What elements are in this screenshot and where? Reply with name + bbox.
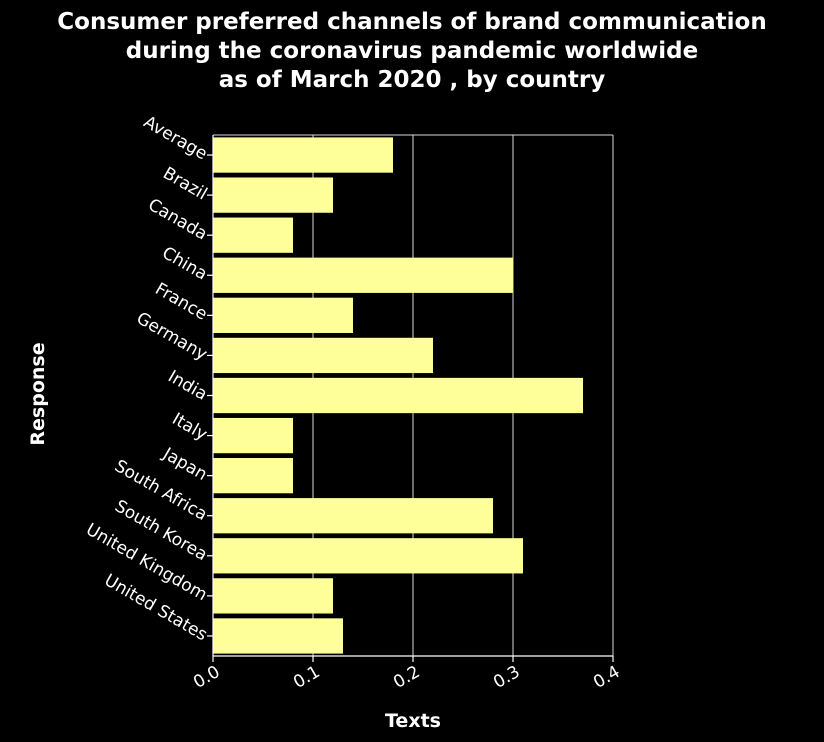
x-tick-label: 0.0 bbox=[190, 662, 223, 693]
y-tick-label: India bbox=[164, 367, 210, 405]
bar bbox=[213, 337, 433, 374]
x-tick-label: 0.1 bbox=[290, 662, 323, 693]
chart-title-line-3: as of March 2020 , by country bbox=[218, 67, 606, 93]
y-axis-title: Response bbox=[27, 342, 49, 445]
chart-title: Consumer preferred channels of brand com… bbox=[0, 8, 824, 95]
x-tick-label: 0.2 bbox=[390, 662, 423, 693]
bar bbox=[213, 618, 343, 654]
chart-title-line-2: during the coronavirus pandemic worldwid… bbox=[125, 38, 699, 64]
bar bbox=[213, 297, 353, 333]
bar bbox=[213, 578, 333, 614]
y-tick-label: China bbox=[158, 243, 210, 285]
y-tick-label: Average bbox=[140, 112, 210, 164]
bar bbox=[213, 498, 493, 534]
bar bbox=[213, 217, 293, 253]
y-tick-label: Brazil bbox=[159, 163, 210, 204]
bars bbox=[213, 137, 583, 654]
bar bbox=[213, 417, 293, 454]
bar bbox=[213, 257, 513, 293]
bar bbox=[213, 377, 583, 414]
bar bbox=[213, 458, 293, 494]
bar bbox=[213, 538, 523, 574]
axis-labels: Texts Response bbox=[27, 342, 441, 732]
x-tick-label: 0.3 bbox=[490, 662, 523, 693]
x-axis-title: Texts bbox=[385, 710, 441, 732]
x-tick-label: 0.4 bbox=[590, 662, 623, 693]
y-tick-label: Japan bbox=[159, 443, 211, 485]
bar bbox=[213, 137, 393, 173]
bar bbox=[213, 177, 333, 213]
y-tick-label: Italy bbox=[169, 409, 211, 445]
chart-title-line-1: Consumer preferred channels of brand com… bbox=[57, 9, 767, 35]
